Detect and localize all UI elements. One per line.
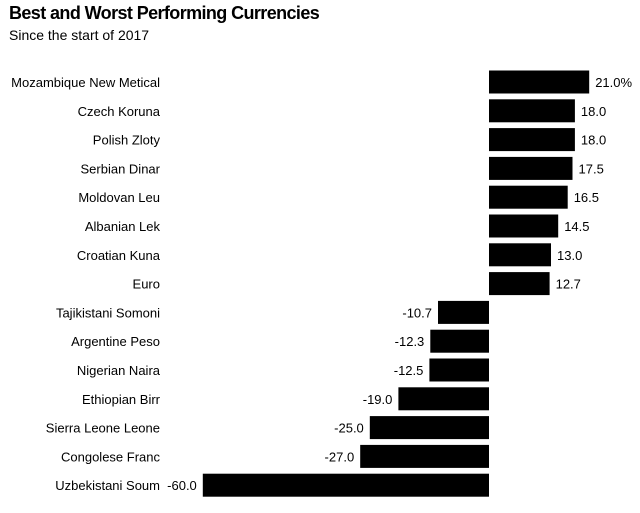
value-label-nigerian-naira: -12.5 [394,363,424,378]
chart-subtitle: Since the start of 2017 [9,27,150,43]
category-label-euro: Euro [133,277,160,292]
value-label-sierra-leone-leone: -25.0 [334,421,364,436]
bar-croatian-kuna [489,243,551,267]
category-label-uzbekistani-soum: Uzbekistani Soum [55,478,160,493]
bar-sierra-leone-leone [369,416,489,440]
bar-uzbekistani-soum [202,473,490,497]
value-label-argentine-peso: -12.3 [395,334,425,349]
bar-congolese-franc [360,444,489,468]
category-label-ethiopian-birr: Ethiopian Birr [82,392,161,407]
bar-argentine-peso [430,329,489,353]
bar-mozambique-new-metical [489,70,590,94]
value-label-polish-zloty: 18.0 [581,133,606,148]
value-label-moldovan-leu: 16.5 [574,190,599,205]
value-label-euro: 12.7 [556,277,581,292]
value-label-ethiopian-birr: -19.0 [363,392,393,407]
category-label-albanian-lek: Albanian Lek [85,219,161,234]
bar-polish-zloty [489,128,575,152]
bar-moldovan-leu [489,185,568,209]
value-label-tajikistani-somoni: -10.7 [402,305,432,320]
bar-albanian-lek [489,214,559,238]
category-label-congolese-franc: Congolese Franc [61,449,160,464]
bar-nigerian-naira [429,358,489,382]
value-label-albanian-lek: 14.5 [564,219,589,234]
chart-title: Best and Worst Performing Currencies [9,3,320,23]
category-label-nigerian-naira: Nigerian Naira [77,363,161,378]
category-label-mozambique-new-metical: Mozambique New Metical [11,75,160,90]
bar-czech-koruna [489,99,575,123]
category-label-sierra-leone-leone: Sierra Leone Leone [46,421,160,436]
bar-euro [489,272,550,296]
bar-ethiopian-birr [398,387,489,411]
bar-tajikistani-somoni [438,300,489,324]
value-label-mozambique-new-metical: 21.0% [595,75,632,90]
category-label-polish-zloty: Polish Zloty [93,133,161,148]
value-label-uzbekistani-soum: -60.0 [167,478,197,493]
bar-serbian-dinar [489,156,573,180]
value-label-serbian-dinar: 17.5 [579,161,604,176]
value-label-croatian-kuna: 13.0 [557,248,582,263]
value-label-congolese-franc: -27.0 [325,449,355,464]
value-label-czech-koruna: 18.0 [581,104,606,119]
category-label-tajikistani-somoni: Tajikistani Somoni [56,305,160,320]
category-label-serbian-dinar: Serbian Dinar [81,161,161,176]
category-label-croatian-kuna: Croatian Kuna [77,248,161,263]
category-label-argentine-peso: Argentine Peso [71,334,160,349]
category-label-czech-koruna: Czech Koruna [78,104,161,119]
category-label-moldovan-leu: Moldovan Leu [78,190,160,205]
